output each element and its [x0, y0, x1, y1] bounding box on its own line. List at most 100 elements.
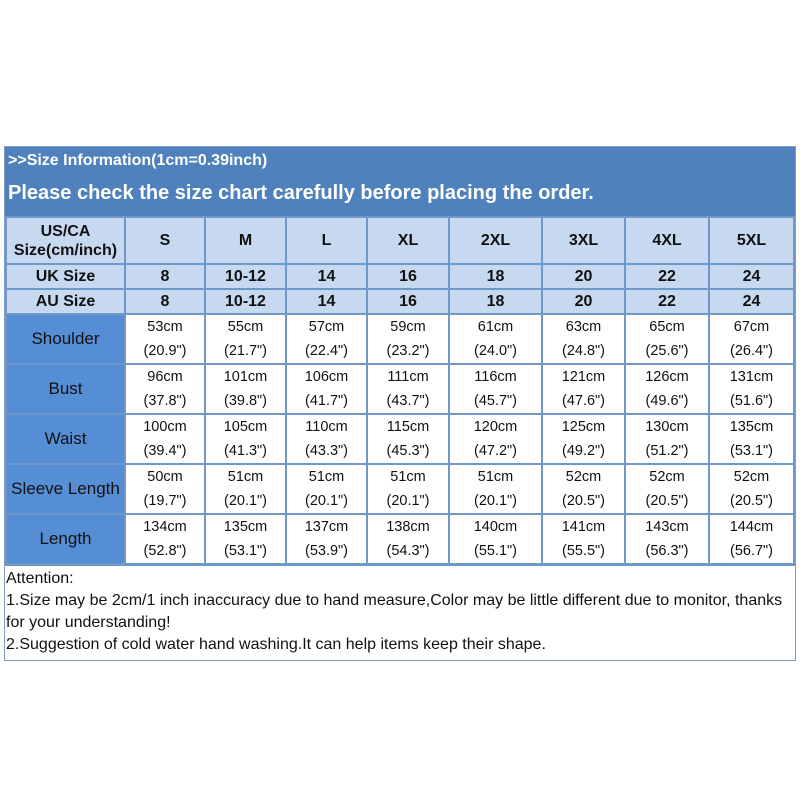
inch-value: (41.3") [223, 443, 268, 459]
cm-value: 52cm [649, 469, 685, 485]
measurement-label: Shoulder [5, 313, 126, 365]
size-conversion-row: UK Size 8 10-12 14 16 18 20 22 24 [5, 263, 795, 290]
size-value: 18 [448, 288, 543, 315]
row-label: UK Size [5, 263, 126, 290]
size-value: 14 [285, 263, 368, 290]
measurement-cell: 59cm (23.2") [366, 313, 450, 365]
inch-value: (53.1") [223, 543, 268, 559]
inch-value: (24.8") [561, 343, 606, 359]
measurement-row: Shoulder 53cm (20.9") 55cm (21.7") 57cm (22.4"… [5, 313, 795, 365]
inch-value: (52.8") [143, 543, 187, 559]
cm-value: 116cm [474, 369, 517, 385]
attention-title: Attention: [6, 570, 74, 587]
measurement-label: Length [5, 513, 126, 565]
size-value: 24 [708, 263, 795, 290]
attention-note: 1.Size may be 2cm/1 inch inaccuracy due … [6, 592, 783, 631]
measurement-cell: 61cm (24.0") [448, 313, 543, 365]
inch-value: (19.7") [143, 493, 187, 509]
cm-value: 51cm [227, 469, 264, 485]
row-label: AU Size [5, 288, 126, 315]
inch-value: (49.6") [645, 393, 689, 409]
cm-value: 130cm [645, 419, 689, 435]
inch-value: (20.5") [561, 493, 606, 509]
measurement-cell: 53cm (20.9") [124, 313, 206, 365]
cm-value: 143cm [645, 519, 689, 535]
cm-value: 67cm [733, 319, 770, 335]
inch-value: (22.4") [304, 343, 349, 359]
measurement-cell: 65cm (25.6") [624, 313, 710, 365]
size-chart-notice: Please check the size chart carefully be… [5, 173, 795, 216]
inch-value: (20.1") [304, 493, 349, 509]
inch-value: (55.1") [473, 543, 518, 559]
measurement-cell: 120cm (47.2") [448, 413, 543, 465]
inch-value: (43.3") [304, 443, 349, 459]
cm-value: 110cm [305, 419, 348, 435]
inch-value: (45.7") [473, 393, 518, 409]
cm-value: 51cm [308, 469, 345, 485]
cm-value: 120cm [473, 419, 518, 435]
size-header: S [124, 216, 206, 265]
measurement-cell: 134cm (52.8") [124, 513, 206, 565]
inch-value: (23.2") [386, 343, 430, 359]
measurement-cell: 52cm (20.5") [541, 463, 626, 515]
cm-value: 111cm [387, 369, 429, 385]
measurement-cell: 116cm (45.7") [448, 363, 543, 415]
measurement-cell: 55cm (21.7") [204, 313, 287, 365]
measurement-cell: 111cm (43.7") [366, 363, 450, 415]
cm-value: 51cm [390, 469, 426, 485]
cm-value: 141cm [561, 519, 606, 535]
measurement-row: Bust 96cm (37.8") 101cm (39.8") 106cm (41.7") 1… [5, 363, 795, 415]
cm-value: 140cm [473, 519, 518, 535]
cm-value: 101cm [223, 369, 268, 385]
measurement-cell: 67cm (26.4") [708, 313, 795, 365]
cm-value: 55cm [227, 319, 264, 335]
cm-value: 63cm [565, 319, 602, 335]
inch-value: (20.5") [729, 493, 774, 509]
measurement-cell: 51cm (20.1") [285, 463, 368, 515]
inch-value: (43.7") [386, 393, 430, 409]
measurement-cell: 51cm (20.1") [366, 463, 450, 515]
inch-value: (53.9") [304, 543, 349, 559]
measurement-cell: 135cm (53.1") [708, 413, 795, 465]
measurement-cell: 101cm (39.8") [204, 363, 287, 415]
size-chart: >>Size Information(1cm=0.39inch) Please … [4, 146, 796, 661]
measurement-cell: 50cm (19.7") [124, 463, 206, 515]
inch-value: (47.6") [561, 393, 606, 409]
measurement-cell: 52cm (20.5") [624, 463, 710, 515]
inch-value: (39.4") [143, 443, 187, 459]
inch-value: (55.5") [561, 543, 606, 559]
cm-value: 121cm [561, 369, 606, 385]
cm-value: 144cm [729, 519, 774, 535]
measurement-cell: 100cm (39.4") [124, 413, 206, 465]
cm-value: 52cm [733, 469, 770, 485]
measurement-cell: 63cm (24.8") [541, 313, 626, 365]
size-header: L [285, 216, 368, 265]
size-value: 16 [366, 288, 450, 315]
inch-value: (51.6") [729, 393, 774, 409]
inch-value: (20.1") [223, 493, 268, 509]
measurement-row: Sleeve Length 50cm (19.7") 51cm (20.1") 51cm (… [5, 463, 795, 515]
inch-value: (20.9") [143, 343, 187, 359]
measurement-cell: 137cm (53.9") [285, 513, 368, 565]
inch-value: (39.8") [223, 393, 268, 409]
measurement-label: Bust [5, 363, 126, 415]
size-value: 24 [708, 288, 795, 315]
size-value: 8 [124, 263, 206, 290]
cm-value: 96cm [147, 369, 183, 385]
measurement-cell: 52cm (20.5") [708, 463, 795, 515]
size-header: 5XL [708, 216, 795, 265]
measurement-cell: 130cm (51.2") [624, 413, 710, 465]
size-value: 20 [541, 288, 626, 315]
size-value: 22 [624, 263, 710, 290]
cm-value: 59cm [390, 319, 426, 335]
size-header: 2XL [448, 216, 543, 265]
size-value: 18 [448, 263, 543, 290]
size-info-title: >>Size Information(1cm=0.39inch) [5, 147, 795, 173]
measurement-cell: 51cm (20.1") [204, 463, 287, 515]
cm-value: 131cm [729, 369, 774, 385]
measurement-cell: 143cm (56.3") [624, 513, 710, 565]
cm-value: 135cm [729, 419, 774, 435]
measurement-cell: 140cm (55.1") [448, 513, 543, 565]
size-table: US/CA Size(cm/inch) S M L XL 2XL 3XL 4XL 5XL UK S… [5, 216, 795, 565]
inch-value: (54.3") [386, 543, 430, 559]
